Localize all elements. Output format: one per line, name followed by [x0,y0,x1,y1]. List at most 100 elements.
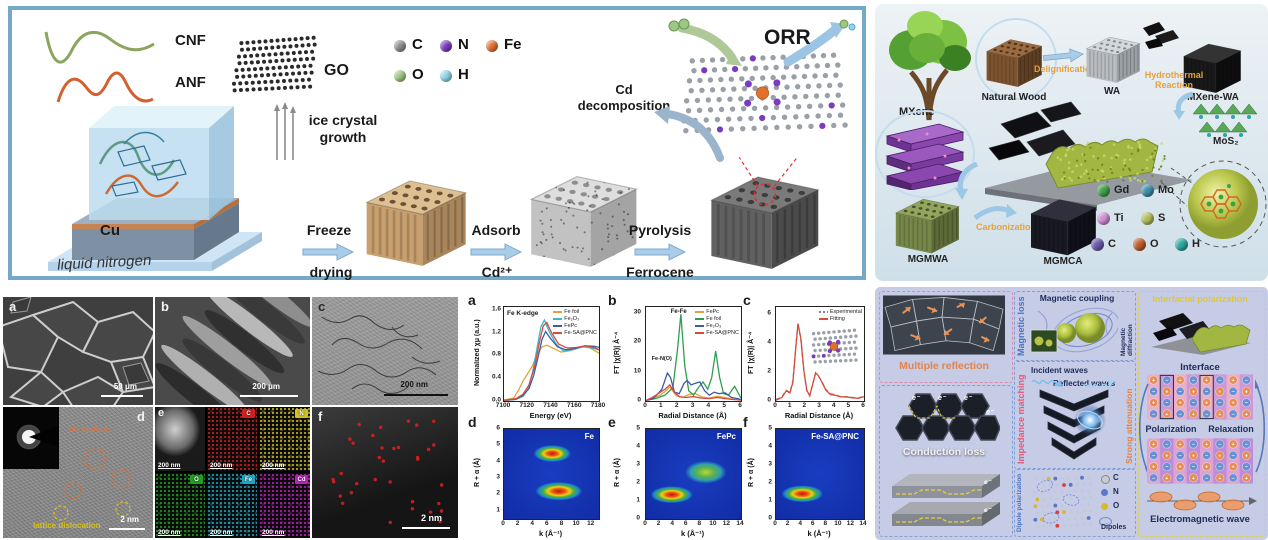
mo-atom-icon [1141,184,1154,197]
svg-text:−: − [1218,401,1221,407]
svg-text:+: + [1179,465,1182,471]
svg-text:+: + [1152,401,1155,407]
svg-text:+: + [1152,442,1155,448]
scale-bar [402,526,450,529]
svg-text:−: − [1205,476,1208,482]
scale-bar-label: 200 nm [400,380,428,389]
h-atom-icon [1175,238,1188,251]
svg-text:+: + [1245,412,1248,418]
o-dot-icon [1101,503,1108,510]
mos2-label: MoS₂ [1213,136,1239,147]
svg-text:+: + [1232,378,1235,384]
legend-c: Experimental Fitting [818,309,862,323]
y-axis-a: 0.0 0.4 0.8 1.2 1.6 [491,305,501,404]
pyrolysis-label: Pyrolysis [628,222,692,238]
fen4-inset-icon [811,328,858,364]
orr-out-arrow-icon [783,24,841,67]
go-label: GO [324,62,349,79]
adsorb-cd-arrow-icon [470,243,523,261]
strong-attenuation-label: Strong attenuation [1124,388,1134,464]
incident-waves-label: Incident waves [1031,366,1088,375]
eds-mapping-e: e 200 nm C 200 nm N 200 nm O 200 nm Fe 2… [155,407,310,538]
svg-text:−: − [1192,401,1195,407]
svg-text:−: − [1218,378,1221,384]
svg-text:−: − [1179,389,1182,395]
svg-text:−: − [1218,442,1221,448]
svg-text:−: − [1179,476,1182,482]
svg-text:−: − [1245,401,1248,407]
svg-text:+: + [1245,476,1248,482]
svg-text:−: − [1232,412,1235,418]
conduction-loss-label: Conduction loss [902,446,986,458]
anf-label: ANF [175,74,206,91]
zoom-sphere-icon [1179,160,1267,248]
absorber-pyramid-illustration [1031,379,1114,460]
dipole-icon [1099,517,1112,526]
delignification-arrow-icon [1042,48,1084,63]
svg-text:+: + [1205,465,1208,471]
ice-growth-arrows-icon [274,102,296,160]
layered-conductor-illustration: e⁻ e⁻ [892,474,1000,526]
x-axis-f: 0 2 4 6 8 10 12 14 [773,520,867,527]
electromagnetic-wave-label: Electromagnetic wave [1150,514,1250,525]
svg-text:−: − [1205,453,1208,459]
magnetic-diffraction-label: Magnetic diffraction [1120,324,1134,356]
to-mgmwa-arrow-icon [955,162,979,200]
o-atom-icon [1133,238,1146,251]
svg-text:+: + [1245,453,1248,459]
hydrothermal-label: Hydrothermal Reaction [1144,70,1204,90]
svg-text:+: + [1232,442,1235,448]
svg-text:−: − [1152,412,1155,418]
carbonization-label: Carbonization [976,222,1036,232]
scale-bar-label: 2 nm [420,513,442,523]
micropores-note: micropores [69,425,113,434]
sem-image-a: a 50 μm [3,297,153,405]
magnetic-loss-label: Magnetic loss [1016,296,1026,356]
s-atom-icon [1141,212,1154,225]
svg-text:+: + [1205,442,1208,448]
cnf-curve-icon [44,30,155,64]
svg-text:−: − [1165,465,1168,471]
c-atom-icon [1091,238,1104,251]
fe-fe-annotation: Fe-Fe [670,308,687,315]
hydrogen-atom-icon [440,70,452,82]
pyrolysis-arrow-icon [634,243,687,261]
conduction-loss-cell: e⁻ e⁻ e⁻ e⁻ Conduction loss e⁻ e⁻ [879,385,1013,537]
interfacial-polarization-cell: Interfacial polarization Interface + − + − +… [1138,291,1266,537]
svg-text:+: + [1179,442,1182,448]
svg-text:+: + [1165,453,1168,459]
impedance-matching-label: Impedance matching [1016,374,1026,464]
carbon-hexagons-illustration: e⁻ e⁻ e⁻ e⁻ [895,393,1000,441]
svg-text:−: − [1192,465,1195,471]
cd-decomposition-label: Cd decomposition [577,82,671,113]
svg-text:+: + [1179,378,1182,384]
svg-text:−: − [1179,453,1182,459]
mgmca-label: MGMCA [1043,256,1083,267]
fe-no-annotation: Fe-N(O) [651,355,672,362]
charge-block-top: + − + − + − + − − + − + − + − + + − + − + − + − − + − + − + − + [1147,374,1253,420]
ferrocene-label: Ferrocene [626,264,694,280]
svg-text:−: − [1152,453,1155,459]
magnetic-coupling-label: Magnetic coupling [1039,293,1115,303]
magnetic-coupling-illustration [1030,307,1118,353]
mechanism-panel: Multiple reflection e⁻ e⁻ e⁻ e⁻ Conduction… [875,287,1268,540]
freeze-drying-arrow-icon [302,243,355,261]
tem-image-c: c 200 nm [312,297,458,405]
svg-text:e⁻: e⁻ [984,479,993,486]
em-wave-icon [1147,491,1257,511]
natural-wood-cube [985,39,1043,87]
svg-text:−: − [1245,442,1248,448]
mxene-wa-label: MXene-WA [1187,92,1239,103]
magnetic-loss-cell: Magnetic loss Magnetic coupling Magnetic… [1014,291,1136,361]
plot-letter-b: b [608,292,617,308]
xanes-plot: Fe K-edge Fe foil Fe₂O₃ FePc Fe-SA@PNC [503,306,600,402]
svg-text:+: + [1218,412,1221,418]
svg-text:+: + [1192,389,1195,395]
eds-map-Cd: Cd 200 nm [259,473,310,538]
wood-aerogel-block-icon [365,180,468,266]
svg-text:−: − [1165,442,1168,448]
